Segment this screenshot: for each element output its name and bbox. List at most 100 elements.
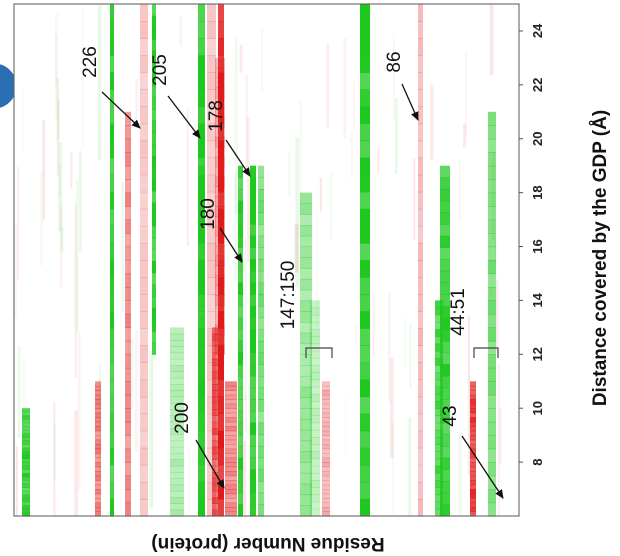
residue-band [418,345,423,363]
residue-band [258,212,264,225]
residue-band [488,152,496,167]
residue-band [198,464,205,483]
annotation-label: 86 [384,51,405,72]
residue-band [310,329,320,337]
residue-band [435,458,443,467]
noise-streak [53,422,57,481]
residue-band [95,435,101,441]
residue-band [238,492,243,505]
residue-band [322,435,330,441]
noise-streak [294,224,299,273]
residue-band [238,189,243,202]
residue-band [125,152,131,167]
residue-band [300,300,312,312]
residue-band [170,352,184,360]
residue-band [218,157,224,176]
residue-band [322,403,330,409]
noise-streak [299,417,303,441]
residue-band [22,505,30,510]
residue-band [152,272,156,285]
residue-band [218,225,224,244]
residue-band [435,365,443,373]
residue-band [440,504,450,517]
residue-band [152,144,156,157]
residue-band [435,494,443,503]
annotation-label: 200 [172,402,193,434]
residue-band [110,413,114,432]
residue-band [418,260,423,278]
residue-band [238,200,243,213]
residue-band [125,273,131,288]
residue-band [470,439,476,445]
residue-band [207,4,216,22]
residue-band [250,492,256,505]
residue-band [152,319,156,332]
residue-band [170,415,184,423]
residue-band [225,408,237,414]
residue-band [125,340,131,355]
residue-band [212,490,218,498]
residue-band [310,429,320,438]
residue-band [225,457,237,463]
residue-band [488,111,496,126]
residue-band [488,138,496,153]
noise-streak [56,77,59,176]
residue-band [258,165,264,178]
noise-streak [404,317,407,370]
residue-band [225,417,237,423]
residue-band [238,165,243,178]
residue-band [95,511,101,517]
residue-band [225,403,237,409]
residue-band [250,445,256,459]
residue-band [310,372,320,381]
residue-band [110,481,114,500]
residue-band [238,422,243,435]
residue-band [440,422,450,435]
residue-band [470,408,476,414]
noise-streak [244,395,247,433]
residue-band [218,430,224,449]
annotation-label: 226 [80,46,101,78]
residue-band [435,329,443,337]
residue-band [110,294,114,312]
residue-band [470,484,476,490]
noise-streak [244,237,247,400]
residue-band [22,490,30,495]
residue-band [207,157,216,176]
residue-band [470,466,476,472]
residue-band [258,282,264,295]
residue-band [488,233,496,248]
noise-streak [344,397,347,454]
residue-band [125,300,131,315]
residue-band [418,4,423,22]
residue-band [212,371,218,379]
residue-band [250,235,256,248]
residue-band [435,300,443,309]
residue-band [488,179,496,194]
residue-band [95,439,101,445]
residue-band [258,445,264,459]
residue-band [198,328,205,346]
residue-band [110,72,114,90]
residue-band [140,345,148,363]
residue-band [300,332,312,345]
y-axis-label: Distance covered by the GDP (Å) [590,110,611,406]
residue-band [360,481,370,500]
residue-band [198,106,205,125]
residue-band [440,200,450,213]
residue-band [238,212,243,225]
residue-band [322,502,330,508]
residue-band [470,390,476,396]
residue-band [212,402,218,410]
residue-band [225,502,237,508]
noise-streak [130,338,134,408]
residue-band [322,471,330,477]
residue-band [488,354,496,369]
noise-streak [458,432,462,514]
residue-band [218,208,224,227]
residue-band [22,454,30,460]
residue-band [435,422,443,431]
residue-band [440,434,450,447]
residue-band [170,453,184,460]
residue-band [418,362,423,381]
